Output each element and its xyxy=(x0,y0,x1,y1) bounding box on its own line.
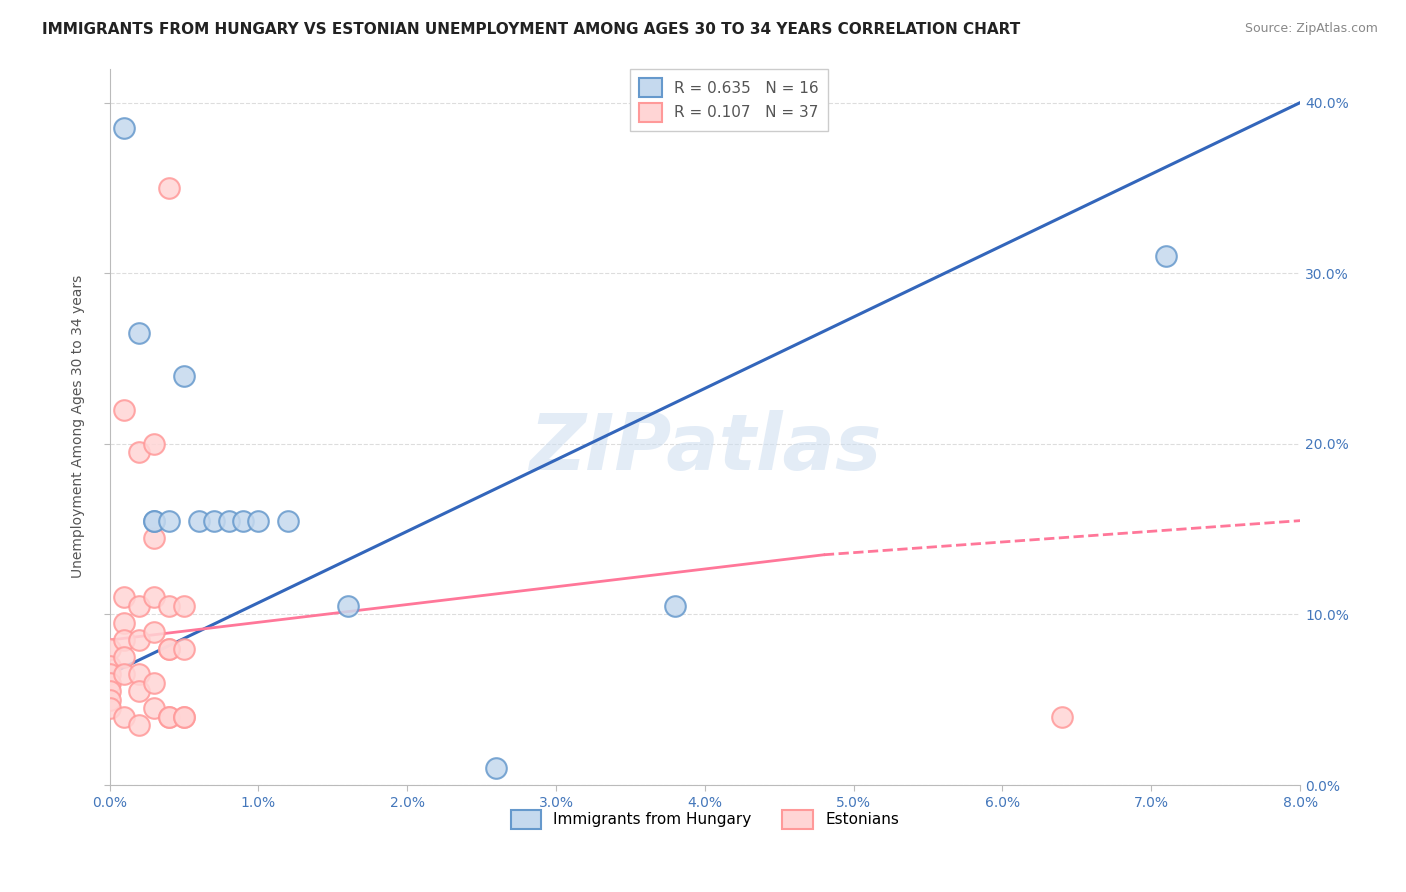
Point xyxy=(336,599,359,613)
Point xyxy=(247,514,270,528)
Legend: Immigrants from Hungary, Estonians: Immigrants from Hungary, Estonians xyxy=(505,804,905,835)
Point xyxy=(128,326,150,340)
Point xyxy=(98,701,121,715)
Point xyxy=(98,684,121,698)
Point xyxy=(157,710,180,724)
Point xyxy=(112,591,135,605)
Point xyxy=(128,718,150,732)
Text: ZIPatlas: ZIPatlas xyxy=(529,410,882,486)
Text: IMMIGRANTS FROM HUNGARY VS ESTONIAN UNEMPLOYMENT AMONG AGES 30 TO 34 YEARS CORRE: IMMIGRANTS FROM HUNGARY VS ESTONIAN UNEM… xyxy=(42,22,1021,37)
Point xyxy=(143,591,166,605)
Point xyxy=(112,633,135,648)
Point xyxy=(173,599,195,613)
Point xyxy=(98,667,121,681)
Point xyxy=(157,710,180,724)
Point xyxy=(202,514,225,528)
Point xyxy=(112,667,135,681)
Point xyxy=(157,599,180,613)
Point xyxy=(143,624,166,639)
Point xyxy=(664,599,686,613)
Point xyxy=(143,675,166,690)
Point xyxy=(98,641,121,656)
Point xyxy=(218,514,240,528)
Point xyxy=(128,633,150,648)
Point xyxy=(187,514,209,528)
Point xyxy=(112,615,135,630)
Point xyxy=(1050,710,1073,724)
Point xyxy=(128,684,150,698)
Point xyxy=(128,445,150,459)
Point xyxy=(112,121,135,136)
Point xyxy=(157,641,180,656)
Point xyxy=(112,710,135,724)
Point xyxy=(173,710,195,724)
Point xyxy=(1154,249,1177,263)
Point xyxy=(157,181,180,195)
Point xyxy=(173,368,195,383)
Point xyxy=(98,693,121,707)
Point xyxy=(143,437,166,451)
Point xyxy=(277,514,299,528)
Point xyxy=(112,402,135,417)
Point xyxy=(128,667,150,681)
Point xyxy=(157,514,180,528)
Point xyxy=(143,514,166,528)
Point xyxy=(143,531,166,545)
Point xyxy=(112,650,135,665)
Point xyxy=(173,641,195,656)
Point xyxy=(98,658,121,673)
Point xyxy=(485,761,508,775)
Point xyxy=(98,675,121,690)
Point xyxy=(157,641,180,656)
Point xyxy=(143,701,166,715)
Point xyxy=(173,710,195,724)
Y-axis label: Unemployment Among Ages 30 to 34 years: Unemployment Among Ages 30 to 34 years xyxy=(72,275,86,578)
Point xyxy=(128,599,150,613)
Text: Source: ZipAtlas.com: Source: ZipAtlas.com xyxy=(1244,22,1378,36)
Point xyxy=(143,514,166,528)
Point xyxy=(232,514,254,528)
